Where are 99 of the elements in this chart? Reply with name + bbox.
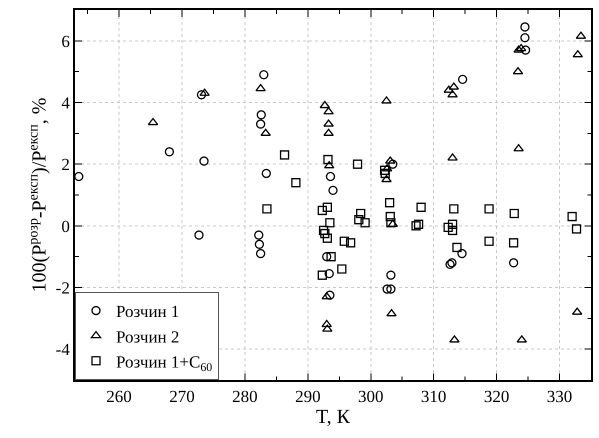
point xyxy=(411,221,421,230)
point xyxy=(516,44,526,52)
point xyxy=(322,324,333,332)
point xyxy=(254,240,264,249)
point xyxy=(386,270,396,280)
point xyxy=(414,220,424,229)
point xyxy=(447,258,457,268)
point xyxy=(318,270,327,280)
x-tick-label: 260 xyxy=(106,387,132,406)
point xyxy=(74,172,84,182)
point xyxy=(360,218,370,228)
point xyxy=(259,70,268,80)
point xyxy=(256,248,266,258)
point xyxy=(484,236,494,246)
point xyxy=(324,268,334,278)
y-tick-label: 2 xyxy=(61,155,70,174)
point xyxy=(318,226,328,236)
point xyxy=(444,222,453,232)
point xyxy=(448,220,458,229)
point xyxy=(520,33,530,42)
point xyxy=(386,284,396,294)
x-tick-label: 330 xyxy=(546,387,572,406)
x-tick-label: 300 xyxy=(358,387,384,406)
point xyxy=(380,166,390,175)
x-tick-label: 320 xyxy=(484,387,510,406)
point xyxy=(381,174,392,182)
point xyxy=(384,198,394,208)
point xyxy=(322,202,332,212)
point xyxy=(386,218,396,228)
point xyxy=(194,230,204,240)
point xyxy=(386,212,395,222)
point xyxy=(322,234,332,243)
legend-label: Розчин 2 xyxy=(116,327,180,346)
point xyxy=(254,230,264,240)
point xyxy=(513,45,524,53)
point xyxy=(516,335,528,343)
point xyxy=(484,204,494,214)
y-tick-label: -4 xyxy=(56,340,70,360)
point xyxy=(346,238,356,248)
point xyxy=(448,82,460,90)
point xyxy=(199,156,209,166)
point xyxy=(510,208,519,218)
point xyxy=(352,160,362,169)
point xyxy=(320,228,330,238)
x-tick-label: 280 xyxy=(232,387,258,406)
point xyxy=(256,119,266,129)
point xyxy=(380,168,390,178)
x-tick-label: 290 xyxy=(295,387,321,406)
point xyxy=(382,284,392,294)
point xyxy=(458,74,468,84)
point xyxy=(337,264,346,274)
point xyxy=(457,248,467,258)
point xyxy=(323,119,334,127)
point xyxy=(452,242,462,252)
point xyxy=(449,204,458,214)
point xyxy=(322,252,332,262)
x-tick-label: 270 xyxy=(169,387,195,406)
point xyxy=(262,168,271,178)
point xyxy=(148,118,158,126)
point xyxy=(196,90,206,100)
point xyxy=(328,186,338,196)
point xyxy=(262,204,272,214)
point xyxy=(445,260,455,270)
point xyxy=(326,252,336,262)
point xyxy=(325,218,334,228)
point xyxy=(416,202,426,212)
point xyxy=(508,258,518,268)
point xyxy=(448,226,458,236)
legend-label: Розчин 1 xyxy=(116,302,180,322)
point xyxy=(381,96,392,104)
point xyxy=(447,153,458,161)
point xyxy=(325,290,334,300)
point xyxy=(567,212,577,222)
point xyxy=(508,238,518,248)
point xyxy=(449,335,460,343)
point xyxy=(340,236,349,246)
point xyxy=(326,172,336,182)
x-tick-label: 310 xyxy=(420,387,446,406)
point xyxy=(291,178,301,188)
point xyxy=(388,160,398,169)
point xyxy=(256,110,266,120)
point xyxy=(356,208,366,218)
y-tick-label: 0 xyxy=(61,216,70,236)
y-tick-label: 6 xyxy=(61,32,70,51)
point xyxy=(321,320,332,328)
point xyxy=(354,215,364,224)
point xyxy=(318,206,327,216)
y-tick-label: 4 xyxy=(61,93,70,112)
point xyxy=(572,224,582,234)
x-axis-title: T, К xyxy=(316,406,351,428)
point xyxy=(323,154,333,164)
point xyxy=(280,150,290,160)
y-tick-label: -2 xyxy=(56,278,70,298)
legend-label: Розчин 1+C$_{60}$ xyxy=(116,352,212,374)
point xyxy=(320,100,330,108)
point xyxy=(520,45,530,55)
point xyxy=(520,22,530,32)
point xyxy=(164,147,174,156)
point xyxy=(255,84,266,92)
